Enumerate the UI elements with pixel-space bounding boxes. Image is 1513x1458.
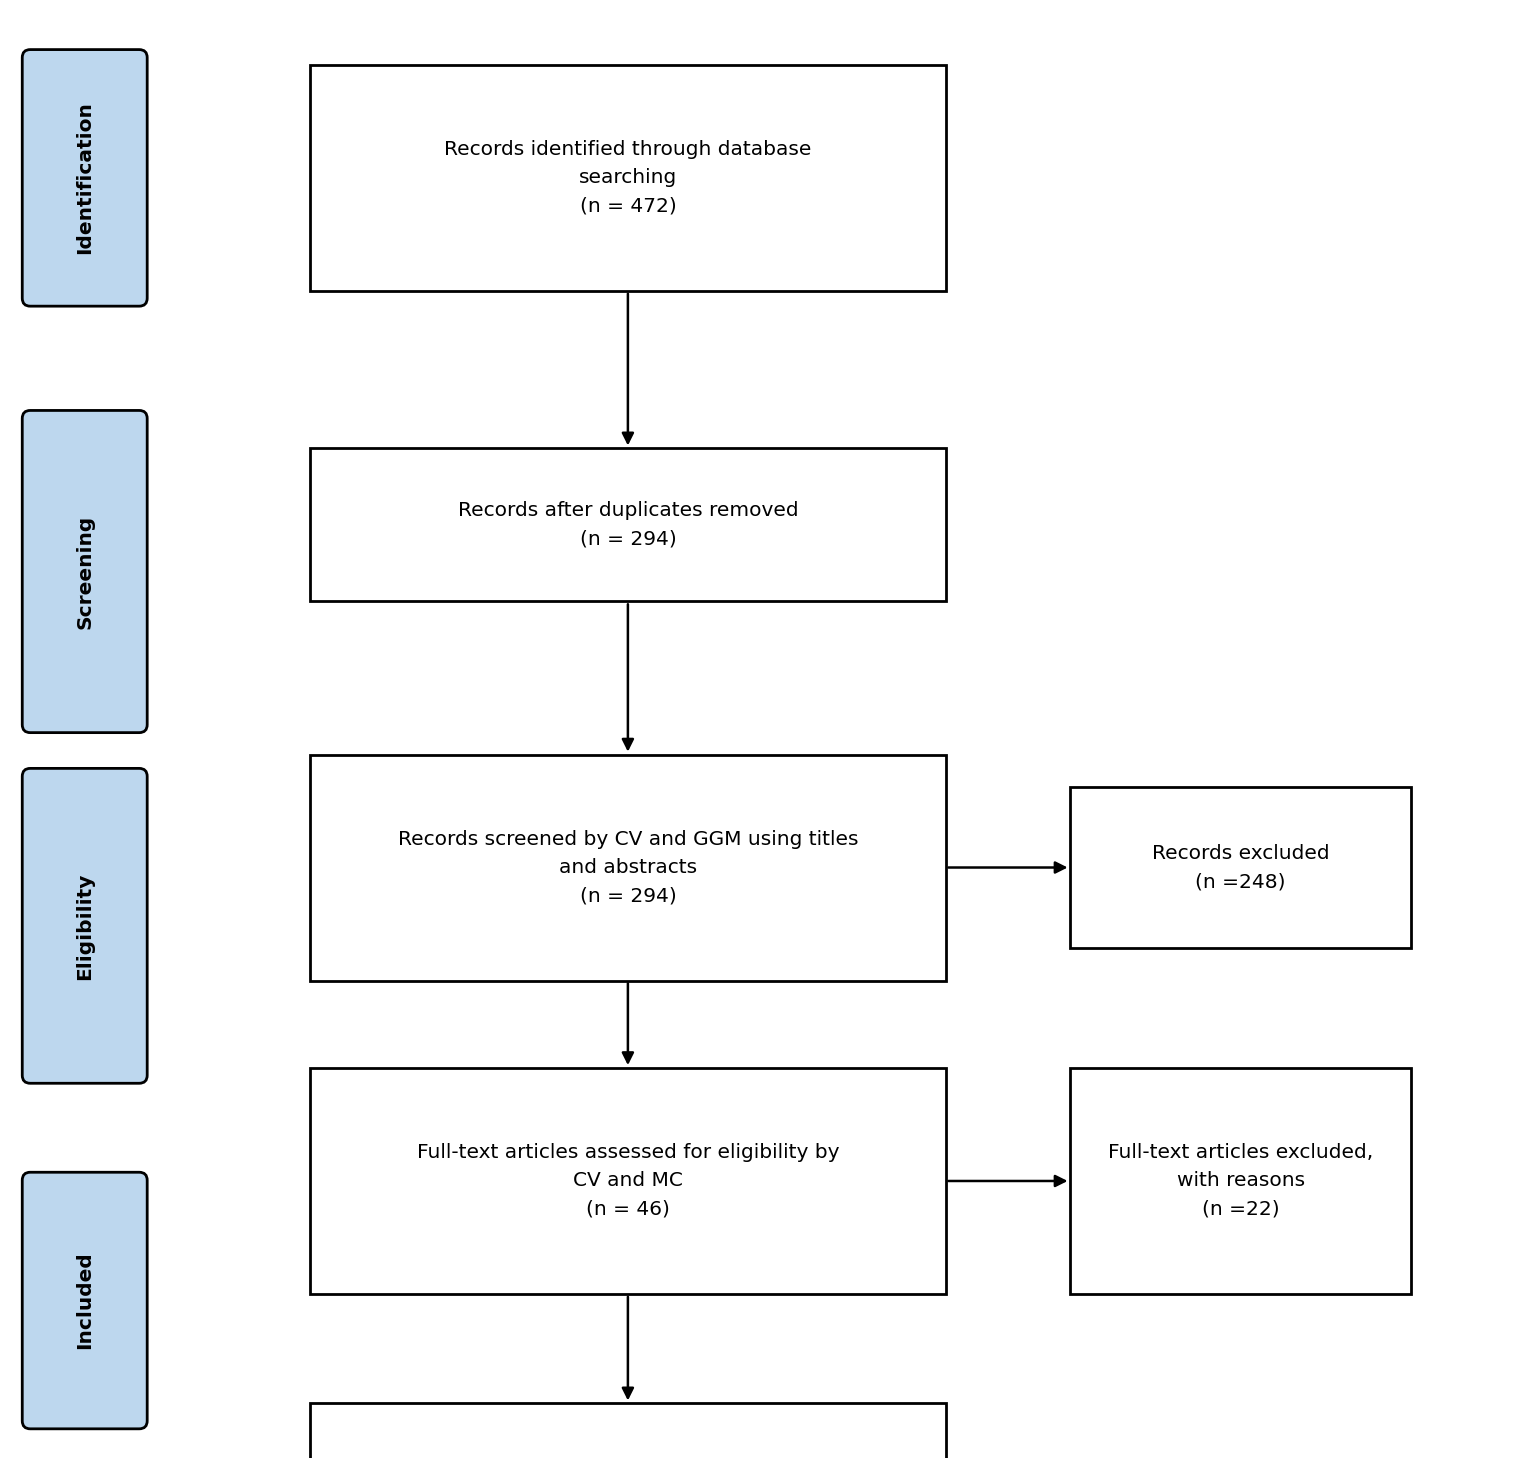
Text: Records after duplicates removed
(n = 294): Records after duplicates removed (n = 29…	[457, 502, 799, 548]
Text: Records excluded
(n =248): Records excluded (n =248)	[1151, 844, 1330, 891]
Bar	[310, 755, 946, 981]
Bar	[1070, 787, 1410, 948]
FancyBboxPatch shape	[23, 1172, 147, 1429]
Text: Screening: Screening	[76, 515, 94, 628]
Bar	[310, 449, 946, 602]
Bar	[1070, 1069, 1410, 1295]
FancyBboxPatch shape	[23, 411, 147, 732]
Text: Full-text articles excluded,
with reasons
(n =22): Full-text articles excluded, with reason…	[1108, 1143, 1374, 1219]
Text: Included: Included	[76, 1251, 94, 1350]
Bar	[310, 66, 946, 292]
Text: Identification: Identification	[76, 102, 94, 254]
FancyBboxPatch shape	[23, 50, 147, 306]
Text: Records identified through database
searching
(n = 472): Records identified through database sear…	[445, 140, 811, 216]
FancyBboxPatch shape	[23, 768, 147, 1083]
Text: Full-text articles assessed for eligibility by
CV and MC
(n = 46): Full-text articles assessed for eligibil…	[416, 1143, 840, 1219]
Text: Eligibility: Eligibility	[76, 872, 94, 980]
Bar	[310, 1069, 946, 1295]
Bar	[310, 1403, 946, 1458]
Text: Records screened by CV and GGM using titles
and abstracts
(n = 294): Records screened by CV and GGM using tit…	[398, 830, 858, 905]
